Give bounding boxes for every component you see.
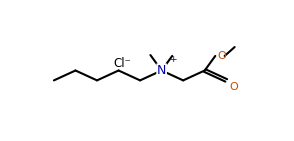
Text: Cl⁻: Cl⁻ — [113, 57, 131, 70]
Text: O: O — [218, 51, 226, 61]
Text: +: + — [169, 55, 176, 64]
Text: O: O — [230, 81, 238, 92]
Text: N: N — [157, 64, 166, 77]
